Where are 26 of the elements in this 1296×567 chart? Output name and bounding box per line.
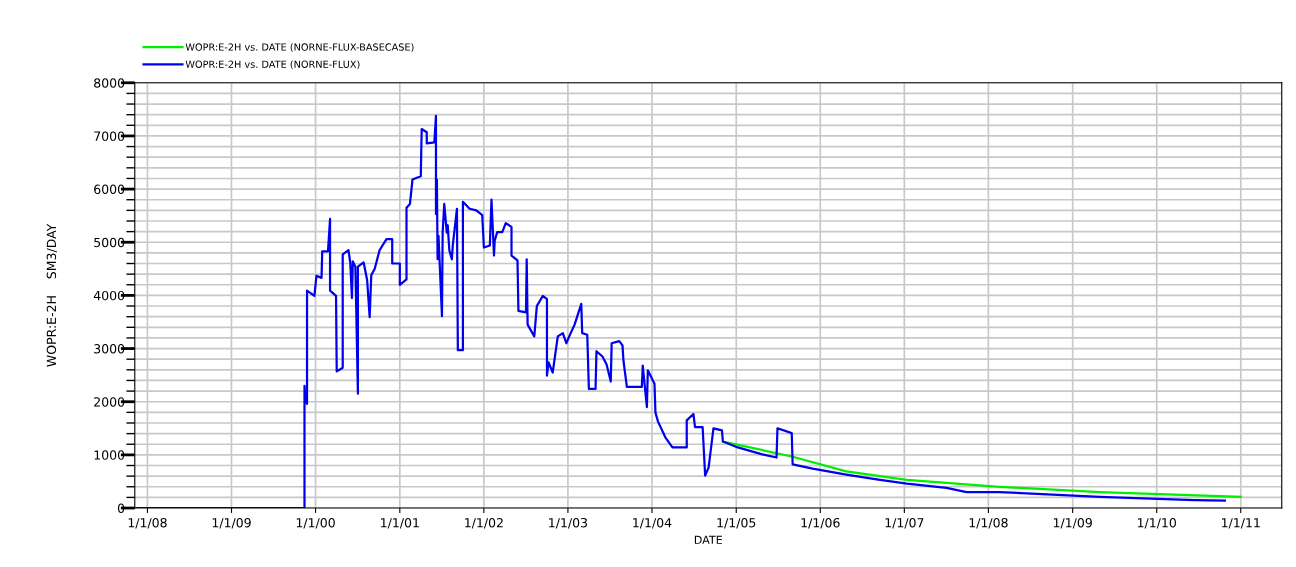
x-tick-label: 1/1/09 [1053, 517, 1092, 529]
y-tick-label: 3000 [94, 344, 125, 354]
x-tick-label: 1/1/10 [1137, 517, 1176, 529]
legend-label: WOPR:E-2H vs. DATE (NORNE-FLUX-BASECASE) [185, 43, 414, 52]
y-tick-label: 4000 [93, 290, 125, 301]
x-tick-label: 1/1/09 [212, 517, 251, 529]
y-tick-label: 8000 [94, 78, 125, 88]
x-axis-title: DATE [694, 535, 723, 544]
x-tick-label: 1/1/03 [549, 517, 588, 529]
y-tick-label: 2000 [94, 397, 125, 407]
x-tick-label: 1/1/01 [381, 517, 419, 529]
x-tick-label: 1/1/00 [296, 517, 335, 529]
y-tick-label: 6000 [94, 184, 125, 195]
y-axis-title: WOPR:E-2H SM3/DAY [46, 223, 58, 367]
x-tick-label: 1/1/06 [801, 517, 840, 529]
x-tick-label: 1/1/08 [128, 517, 167, 529]
x-tick-label: 1/1/08 [969, 517, 1008, 529]
legend-label: WOPR:E-2H vs. DATE (NORNE-FLUX) [185, 60, 360, 70]
x-tick-label: 1/1/04 [633, 517, 672, 529]
y-tick-label: 7000 [94, 131, 125, 141]
x-tick-label: 1/1/02 [465, 517, 503, 529]
x-tick-label: 1/1/05 [717, 517, 756, 529]
y-tick-label: 1000 [94, 450, 125, 460]
x-tick-label: 1/1/07 [885, 517, 924, 529]
x-tick-label: 1/1/11 [1222, 518, 1260, 529]
y-tick-label: 5000 [94, 237, 125, 248]
